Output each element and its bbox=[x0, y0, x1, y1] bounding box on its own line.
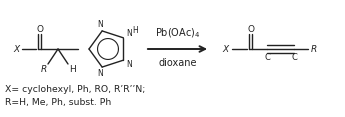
Text: X: X bbox=[222, 44, 228, 53]
Text: Pb(OAc)$_4$: Pb(OAc)$_4$ bbox=[155, 26, 200, 40]
Text: O: O bbox=[247, 26, 254, 35]
Text: N: N bbox=[97, 20, 103, 29]
Text: O: O bbox=[37, 26, 43, 35]
Text: N: N bbox=[97, 69, 103, 78]
Text: dioxane: dioxane bbox=[158, 58, 197, 68]
Text: C: C bbox=[264, 53, 270, 62]
Text: R: R bbox=[41, 64, 47, 73]
Text: X: X bbox=[13, 44, 19, 53]
Text: H: H bbox=[132, 26, 138, 35]
Text: C: C bbox=[291, 53, 297, 62]
Text: R=H, Me, Ph, subst. Ph: R=H, Me, Ph, subst. Ph bbox=[5, 99, 111, 108]
Text: N: N bbox=[126, 29, 132, 38]
Text: N: N bbox=[126, 60, 132, 69]
Text: H: H bbox=[69, 64, 75, 73]
Text: R: R bbox=[311, 44, 317, 53]
Text: X= cyclohexyl, Ph, RO, R’R’’N;: X= cyclohexyl, Ph, RO, R’R’’N; bbox=[5, 84, 145, 93]
